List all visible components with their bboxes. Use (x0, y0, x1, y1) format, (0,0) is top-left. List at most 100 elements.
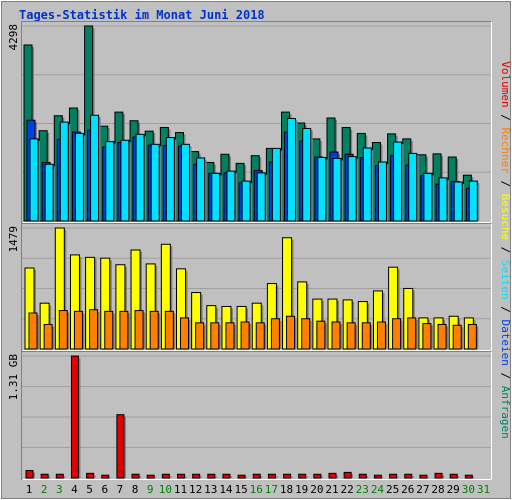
legend-separator: / (499, 300, 512, 320)
legend-separator: / (499, 240, 512, 260)
y-max-label: 4298 (7, 24, 20, 51)
panel-anfragen-dateien-seiten: 4298 (7, 21, 492, 223)
bar-rechner-day-28 (437, 323, 447, 350)
bar-seiten-day-9 (150, 143, 160, 222)
bar-seiten-day-18 (287, 117, 297, 222)
bar-seiten-day-10 (165, 137, 175, 222)
bar-volumen-day-9 (146, 474, 155, 479)
x-tick-label: 20 (310, 483, 323, 496)
bar-rechner-day-21 (331, 321, 341, 350)
x-tick-label: 31 (477, 483, 490, 496)
bar-seiten-day-28 (438, 177, 448, 222)
bar-seiten-day-11 (181, 143, 190, 222)
x-tick-label: 7 (117, 483, 124, 496)
bar-volumen-day-11 (177, 473, 185, 479)
bar-seiten-day-1 (29, 138, 39, 222)
bar-rechner-day-4 (73, 310, 83, 350)
x-tick-label: 26 (401, 483, 414, 496)
bar-seiten-day-12 (196, 157, 206, 222)
bar-rechner-day-13 (210, 322, 220, 350)
bar-volumen-day-2 (40, 473, 49, 479)
bar-seiten-day-23 (362, 147, 372, 222)
bar-volumen-day-10 (161, 473, 170, 479)
bar-rechner-day-30 (467, 323, 477, 350)
y-max-label: 1.31 GB (7, 354, 20, 401)
bar-rechner-day-26 (407, 317, 417, 350)
panel-frame (21, 351, 492, 480)
bar-volumen-day-30 (464, 474, 473, 479)
x-tick-label: 1 (26, 483, 33, 496)
legend-anfragen: Anfragen (499, 386, 512, 439)
bar-volumen-day-4 (70, 355, 79, 479)
bar-volumen-day-1 (25, 470, 34, 479)
legend-volumen: Volumen (499, 61, 512, 107)
bar-rechner-day-23 (361, 322, 371, 350)
bar-seiten-day-22 (347, 156, 357, 222)
bar-seiten-day-25 (393, 141, 403, 222)
bar-volumen-day-17 (267, 473, 276, 479)
x-tick-label: 2 (41, 483, 48, 496)
bar-volumen-day-6 (101, 474, 110, 479)
bar-seiten-day-2 (44, 163, 54, 222)
bar-seiten-day-16 (256, 172, 266, 222)
x-tick-label: 15 (234, 483, 247, 496)
bar-rechner-day-18 (286, 315, 296, 350)
bar-seiten-day-7 (120, 139, 130, 222)
x-tick-label: 23 (356, 483, 369, 496)
x-tick-label: 16 (250, 483, 263, 496)
x-tick-label: 19 (295, 483, 308, 496)
legend-separator: / (499, 366, 512, 386)
bar-seiten-day-5 (90, 114, 100, 222)
bar-volumen-day-19 (298, 473, 307, 479)
bar-rechner-day-6 (104, 310, 114, 350)
bar-rechner-day-19 (301, 318, 311, 350)
bar-volumen-day-14 (222, 473, 231, 479)
bar-rechner-day-14 (225, 322, 235, 350)
x-tick-label: 30 (462, 483, 475, 496)
bar-volumen-day-16 (252, 473, 261, 479)
chart-title: Tages-Statistik im Monat Juni 2018 (19, 8, 265, 22)
x-tick-label: 4 (71, 483, 78, 496)
bar-seiten-day-26 (408, 152, 418, 222)
bar-volumen-day-24 (373, 474, 382, 479)
bar-volumen-day-23 (358, 473, 367, 479)
bar-seiten-day-29 (453, 181, 463, 222)
bar-rechner-day-22 (346, 322, 356, 350)
panel-volumen: 1.31 GB1 2 3 4 5 6 7 8 9 10 11 12 13 14 15 16 17 18 19 20 21… (7, 351, 492, 496)
bar-seiten-day-14 (226, 170, 236, 222)
bar-rechner-day-7 (119, 310, 129, 350)
bar-rechner-day-16 (255, 322, 265, 350)
bar-rechner-day-25 (392, 318, 402, 350)
bar-seiten-day-3 (59, 121, 69, 222)
bar-seiten-day-17 (271, 147, 281, 222)
x-tick-label: 24 (371, 483, 385, 496)
bar-seiten-day-8 (135, 133, 145, 222)
bar-volumen-day-20 (313, 473, 322, 479)
bar-seiten-day-20 (317, 156, 327, 222)
bar-rechner-day-17 (270, 318, 280, 350)
x-tick-label: 12 (189, 483, 202, 496)
x-tick-label: 9 (147, 483, 154, 496)
x-tick-label: 17 (265, 483, 278, 496)
x-tick-label: 3 (56, 483, 63, 496)
x-tick-label: 13 (204, 483, 217, 496)
bar-volumen-day-26 (404, 473, 413, 479)
bar-rechner-day-8 (134, 310, 144, 350)
bar-volumen-day-15 (237, 474, 246, 479)
bar-rechner-day-5 (89, 309, 99, 350)
legend-dateien: Dateien (499, 320, 512, 366)
bar-seiten-day-24 (377, 161, 387, 222)
x-tick-label: 21 (325, 483, 338, 496)
legend-seiten: Seiten (499, 260, 512, 300)
legend-besuche: Besuche (499, 194, 512, 240)
bar-rechner-day-29 (452, 324, 462, 350)
chart-legend: Volumen / Rechner / Besuche / Seiten / D… (499, 61, 512, 439)
bar-rechner-day-20 (316, 320, 326, 350)
bar-volumen-day-3 (55, 473, 64, 479)
bar-rechner-day-15 (240, 321, 250, 350)
bar-volumen-day-13 (207, 473, 216, 479)
bar-volumen-day-21 (328, 472, 337, 479)
legend-separator: / (499, 108, 512, 128)
